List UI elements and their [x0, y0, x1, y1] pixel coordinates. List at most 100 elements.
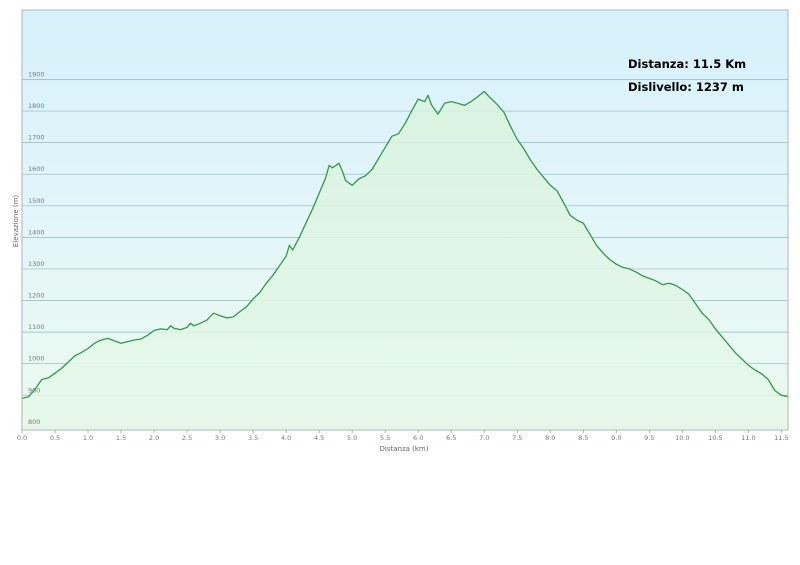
elevation-point — [305, 223, 306, 224]
elevation-point — [675, 285, 676, 286]
elevation-point — [596, 245, 597, 246]
elevation-point — [87, 348, 88, 349]
elevation-point — [688, 294, 689, 295]
elevation-point — [266, 283, 267, 284]
elevation-point — [669, 283, 670, 284]
elevation-point — [114, 340, 115, 341]
elevation-point — [411, 111, 412, 112]
elevation-point — [180, 329, 181, 330]
elevation-point — [200, 323, 201, 324]
elevation-point — [748, 365, 749, 366]
elevation-point — [563, 202, 564, 203]
x-tick-label: 11.0 — [741, 434, 755, 442]
elevation-point — [28, 396, 29, 397]
y-tick-label: 1200 — [28, 292, 45, 300]
x-tick-label: 8.0 — [545, 434, 555, 442]
elevation-point — [81, 352, 82, 353]
elevation-point — [761, 373, 762, 374]
elevation-point — [774, 390, 775, 391]
elevation-point — [768, 379, 769, 380]
elevation-point — [490, 98, 491, 99]
y-tick-label: 800 — [28, 418, 40, 426]
elevation-point — [147, 335, 148, 336]
x-tick-label: 6.0 — [413, 434, 423, 442]
elevation-point — [187, 327, 188, 328]
elevation-point — [48, 377, 49, 378]
x-axis-label: Distanza (km) — [380, 445, 429, 453]
elevation-point — [253, 298, 254, 299]
elevation-point — [233, 316, 234, 317]
elevation-point — [444, 103, 445, 104]
elevation-point — [570, 215, 571, 216]
y-tick-label: 1300 — [28, 260, 45, 268]
elevation-point — [655, 280, 656, 281]
elevation-point — [286, 256, 287, 257]
elevation-point — [332, 167, 333, 168]
elevation-point — [325, 177, 326, 178]
elevation-point — [160, 328, 161, 329]
y-tick-label: 1800 — [28, 102, 45, 110]
elevation-point — [352, 185, 353, 186]
x-tick-label: 7.5 — [512, 434, 522, 442]
elevation-point — [134, 339, 135, 340]
elevation-point — [299, 237, 300, 238]
elevation-point — [404, 123, 405, 124]
x-axis-ticks: 0.0 0.5 1.0 1.5 2.0 2.5 3.0 3.5 4.0 4.5 5.0 5.5 6.0 6… — [17, 430, 789, 442]
elevation-point — [345, 180, 346, 181]
elevation-point — [708, 319, 709, 320]
distance-annotation: Distanza: 11.5 Km — [628, 57, 746, 71]
elevation-point — [702, 313, 703, 314]
elevation-point — [484, 91, 485, 92]
elevation-point — [721, 336, 722, 337]
elevation-point — [358, 178, 359, 179]
elevation-point — [61, 368, 62, 369]
x-tick-label: 0.5 — [50, 434, 60, 442]
y-tick-label: 1500 — [28, 197, 45, 205]
elevation-point — [728, 344, 729, 345]
elevation-point — [629, 268, 630, 269]
elevation-point — [497, 104, 498, 105]
y-tick-label: 1700 — [28, 134, 45, 142]
elevation-point — [246, 306, 247, 307]
elevation-point — [259, 292, 260, 293]
x-tick-label: 3.5 — [248, 434, 258, 442]
elevation-point — [781, 395, 782, 396]
elevation-point — [41, 379, 42, 380]
elevation-gain-annotation: Dislivello: 1237 m — [628, 80, 744, 94]
elevation-point — [292, 249, 293, 250]
y-tick-label: 1000 — [28, 355, 45, 363]
x-tick-label: 11.5 — [774, 434, 788, 442]
elevation-point — [319, 193, 320, 194]
x-tick-label: 9.0 — [611, 434, 621, 442]
elevation-point — [167, 329, 168, 330]
y-tick-label: 900 — [28, 386, 40, 394]
elevation-point — [622, 267, 623, 268]
x-tick-label: 0.0 — [17, 434, 27, 442]
elevation-point — [355, 182, 356, 183]
elevation-point — [154, 330, 155, 331]
elevation-point — [418, 99, 419, 100]
elevation-point — [206, 320, 207, 321]
elevation-point — [715, 328, 716, 329]
elevation-point — [220, 315, 221, 316]
elevation-point — [127, 341, 128, 342]
elevation-point — [54, 373, 55, 374]
plot-frame — [21, 9, 789, 431]
x-tick-label: 7.0 — [479, 434, 489, 442]
elevation-point — [398, 133, 399, 134]
y-tick-label: 1900 — [28, 70, 45, 78]
x-tick-label: 3.0 — [215, 434, 225, 442]
elevation-point — [371, 169, 372, 170]
elevation-point — [193, 325, 194, 326]
elevation-point — [451, 101, 452, 102]
x-tick-label: 6.5 — [446, 434, 456, 442]
elevation-point — [464, 105, 465, 106]
x-tick-label: 1.5 — [116, 434, 126, 442]
elevation-point — [107, 338, 108, 339]
elevation-point — [173, 328, 174, 329]
x-tick-label: 10.0 — [675, 434, 689, 442]
elevation-point — [365, 175, 366, 176]
x-tick-label: 5.0 — [347, 434, 357, 442]
elevation-point — [537, 169, 538, 170]
x-tick-label: 1.0 — [83, 434, 93, 442]
